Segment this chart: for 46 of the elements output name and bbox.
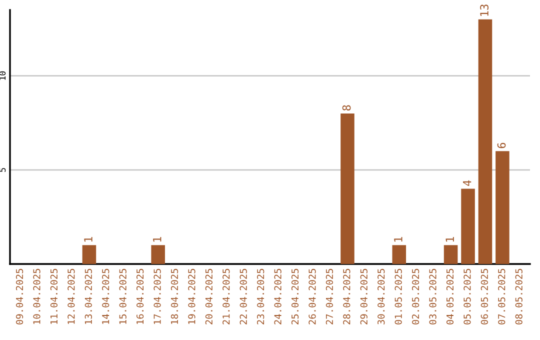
x-tick-label: 03.05.2025 — [429, 268, 436, 324]
bar — [82, 245, 96, 264]
x-tick-label: 14.04.2025 — [102, 268, 110, 324]
data-label: 1 — [84, 236, 92, 242]
data-label: 8 — [342, 105, 351, 111]
x-tick-label: 09.04.2025 — [16, 268, 24, 324]
x-tick-label: 30.04.2025 — [378, 268, 385, 324]
x-tick-label: 10.04.2025 — [33, 268, 40, 324]
data-label: 4 — [463, 180, 472, 186]
x-tick-label: 20.04.2025 — [205, 268, 212, 324]
x-tick-label: 25.04.2025 — [291, 268, 299, 324]
bar — [340, 113, 354, 264]
x-tick-label: 07.05.2025 — [498, 268, 506, 324]
x-tick-label: 18.04.2025 — [170, 268, 178, 324]
x-tick-label: 24.04.2025 — [274, 268, 282, 324]
x-tick-label: 28.04.2025 — [343, 268, 350, 324]
x-tick-label: 05.05.2025 — [464, 268, 471, 324]
x-tick-label: 04.05.2025 — [446, 268, 454, 324]
x-tick-label: 17.04.2025 — [154, 268, 161, 324]
x-tick-label: 27.04.2025 — [326, 268, 334, 324]
x-tick-label: 22.04.2025 — [240, 268, 247, 324]
x-tick-label: 06.05.2025 — [480, 268, 488, 324]
x-tick-label: 16.04.2025 — [136, 268, 144, 324]
x-tick-label: 12.04.2025 — [68, 268, 75, 324]
bar — [496, 151, 510, 264]
x-tick-label: 26.04.2025 — [308, 268, 316, 324]
bar — [151, 245, 165, 264]
x-tick-label: 23.04.2025 — [257, 268, 264, 324]
bar — [392, 245, 406, 264]
x-tick-label: 02.05.2025 — [412, 268, 420, 324]
bar — [444, 245, 458, 264]
data-label: 1 — [446, 236, 454, 242]
data-label: 1 — [153, 236, 162, 242]
bar — [461, 188, 475, 264]
data-label: 1 — [394, 236, 402, 242]
x-tick-label: 01.05.2025 — [394, 268, 402, 324]
x-tick-label: 08.05.2025 — [515, 268, 522, 324]
bar — [478, 19, 492, 264]
x-tick-label: 21.04.2025 — [222, 268, 230, 324]
x-tick-label: 15.04.2025 — [119, 268, 126, 324]
x-tick-label: 13.04.2025 — [84, 268, 92, 324]
x-tick-label: 19.04.2025 — [188, 268, 196, 324]
x-tick-label: 29.04.2025 — [360, 268, 368, 324]
x-tick-label: 11.04.2025 — [50, 268, 58, 324]
data-label: 13 — [480, 4, 488, 16]
data-label: 6 — [497, 142, 506, 148]
